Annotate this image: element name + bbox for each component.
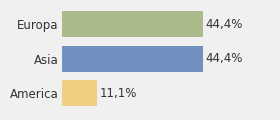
Text: 44,4%: 44,4% <box>206 52 243 65</box>
Text: 44,4%: 44,4% <box>206 18 243 31</box>
Bar <box>62 80 97 106</box>
Bar <box>62 46 203 72</box>
Text: 11,1%: 11,1% <box>99 87 137 100</box>
Bar <box>62 11 203 37</box>
